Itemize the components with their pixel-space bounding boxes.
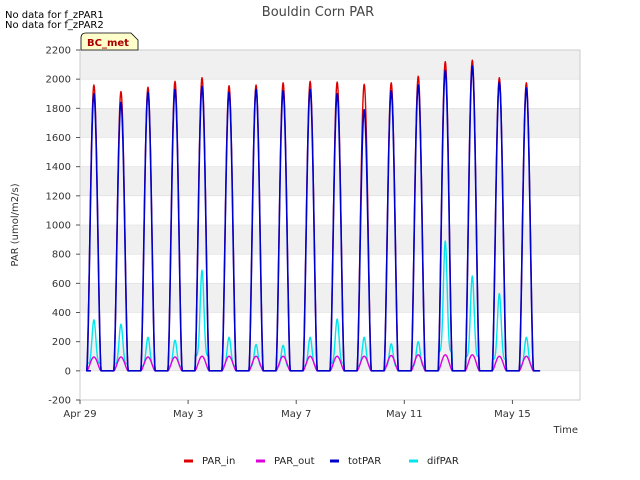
- y-axis-label: PAR (umol/m2/s): [10, 183, 21, 266]
- x-tick-label: May 15: [494, 409, 531, 420]
- legend-label-difpar: difPAR: [427, 456, 459, 467]
- y-tick-label: 800: [52, 250, 71, 261]
- x-axis-label: Time: [553, 425, 578, 436]
- y-tick-label: 400: [52, 308, 71, 319]
- x-tick-label: May 11: [386, 409, 423, 420]
- chart-title: Bouldin Corn PAR: [262, 5, 374, 20]
- badge-box: [80, 32, 139, 51]
- y-tick-label: 0: [65, 366, 71, 377]
- no-data-note: No data for f_zPAR2: [5, 20, 104, 31]
- legend: PAR_in PAR_out totPAR difPAR: [184, 456, 459, 467]
- y-tick-label: -200: [48, 396, 71, 407]
- series-lines: [85, 59, 541, 372]
- legend-label-totpar: totPAR: [348, 456, 381, 467]
- y-tick-label: 1400: [46, 162, 71, 173]
- y-tick-label: 200: [52, 337, 71, 348]
- plot-band: [80, 166, 580, 196]
- x-tick-label: Apr 29: [63, 409, 96, 420]
- plot-band: [80, 50, 580, 80]
- x-tick-label: May 7: [281, 409, 311, 420]
- plot-band: [80, 225, 580, 255]
- y-tick-label: 1800: [46, 104, 71, 115]
- bc-met-badge: BC_met: [80, 32, 139, 51]
- y-tick-label: 1000: [46, 221, 71, 232]
- no-data-note: No data for f_zPAR1: [5, 10, 104, 21]
- legend-label-par-in: PAR_in: [202, 456, 235, 467]
- plot-band: [80, 283, 580, 313]
- x-tick-label: May 3: [173, 409, 203, 420]
- y-tick-label: 600: [52, 279, 71, 290]
- plot-band: [80, 108, 580, 138]
- y-tick-label: 1600: [46, 133, 71, 144]
- axes: -200 0 200 400 600 800 1000 1200 1400 1600 1800 200…: [46, 46, 581, 420]
- series-par-out: [86, 354, 541, 372]
- legend-label-par-out: PAR_out: [274, 456, 315, 467]
- series-totpar: [85, 65, 541, 372]
- y-tick-label: 1200: [46, 191, 71, 202]
- y-tick-label: 2200: [46, 46, 71, 57]
- y-tick-label: 2000: [46, 75, 71, 86]
- badge-label: BC_met: [87, 38, 129, 49]
